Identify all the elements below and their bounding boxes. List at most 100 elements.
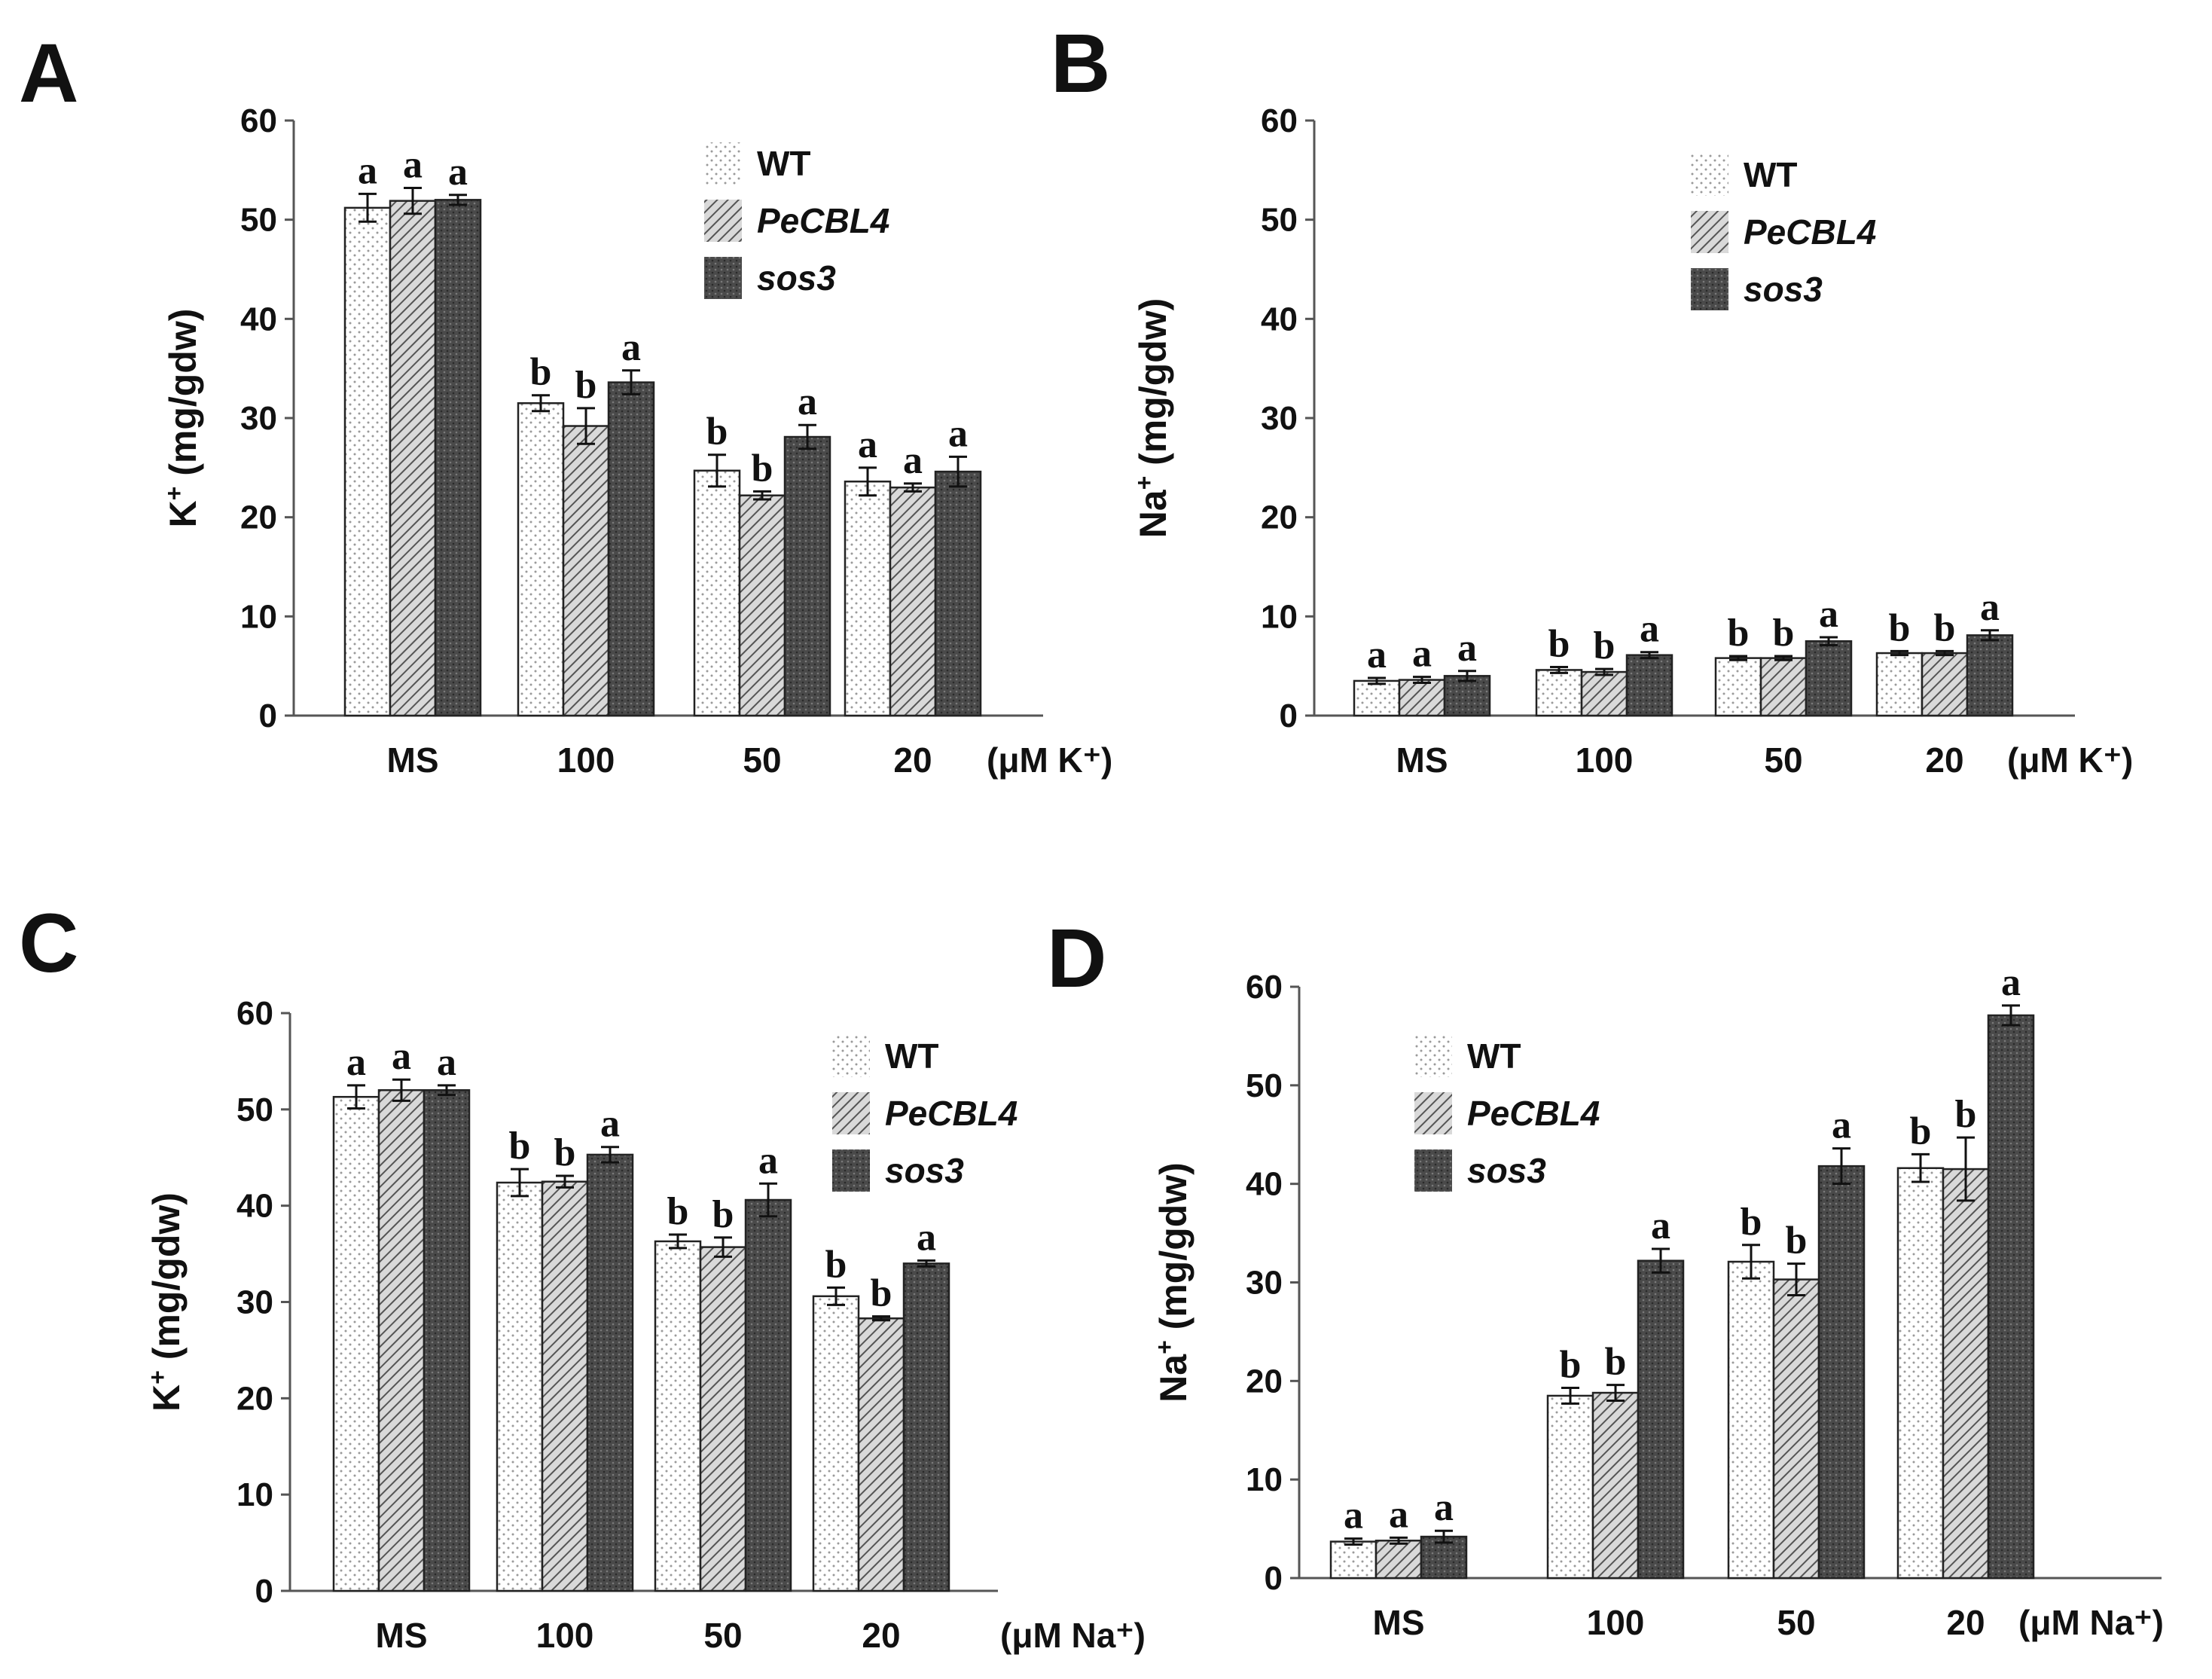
significance-label: a [437,1041,456,1084]
significance-label: b [667,1190,689,1233]
y-tick-label: 10 [1261,598,1298,635]
x-tick-label: 100 [1587,1603,1645,1642]
bar-sos3-100 [1625,654,1673,717]
significance-label: b [1934,606,1956,649]
bar-wt-20 [844,481,892,717]
panel-a: A 0 10 20 30 40 50 60 K+ (mg/gdw) MS 100 50 20 (μM K⁺… [19,27,1112,780]
significance-label: a [917,1217,936,1259]
x-tick-label: 50 [1777,1603,1815,1642]
significance-label: b [825,1243,847,1286]
panel-c: C 0 10 20 30 40 50 60 K+ (mg/gdw) MS 100 50 20 (μM Na… [19,897,1146,1655]
x-unit-label: (μM Na⁺) [2018,1603,2164,1642]
legend-swatch-wt [1414,1035,1452,1077]
bar-sos3-100 [607,381,655,717]
y-tick-label: 50 [1246,1067,1283,1104]
significance-label: b [712,1193,734,1236]
significance-label: a [1367,633,1387,676]
x-tick-label: 50 [703,1616,742,1655]
significance-label: b [530,351,552,394]
x-tick-label: 50 [743,740,781,780]
significance-label: a [1389,1493,1408,1536]
x-tick-label: 20 [862,1616,900,1655]
legend-label-wt: WT [1744,155,1798,194]
x-unit-label: (μM Na⁺) [1000,1616,1146,1655]
legend-swatch-sos3 [832,1149,870,1192]
y-tick-label: 20 [1261,499,1298,536]
significance-label: a [798,380,817,423]
significance-label: b [1955,1093,1977,1136]
y-tick-label: 10 [1246,1461,1283,1498]
significance-label: a [903,439,923,482]
legend-swatch-pecbl4 [832,1092,870,1134]
significance-label: b [554,1131,576,1174]
panel-d: D 0 10 20 30 40 50 60 Na+ (mg/gdw) MS 100 50 20 (μM N… [1047,912,2164,1642]
bar-pecbl4-20 [889,486,937,717]
significance-label: a [1980,586,2000,629]
y-tick-label: 30 [240,400,277,437]
bar-pecbl4-50 [699,1246,747,1592]
bar-pecbl4-20 [857,1317,905,1592]
significance-label: a [1819,593,1838,636]
significance-label: b [1910,1110,1932,1152]
significance-label: b [1889,606,1911,649]
x-tick-label: MS [1396,740,1448,780]
y-axis-label: Na+ (mg/gdw) [1151,1162,1194,1403]
bar-pecbl4-20 [1921,652,1969,717]
y-tick-label: 10 [240,598,277,635]
x-tick-label: MS [1373,1603,1425,1642]
legend-label-pecbl4: PeCBL4 [1467,1094,1600,1133]
significance-label: a [2001,961,2021,1004]
y-tick-label: 20 [1246,1363,1283,1400]
legend-swatch-pecbl4 [1414,1092,1452,1134]
significance-label: b [1548,622,1570,665]
significance-label: a [448,151,468,194]
significance-label: a [621,326,641,369]
y-tick-label: 10 [236,1476,273,1513]
legend-label-wt: WT [1467,1036,1521,1076]
significance-label: a [358,149,377,192]
bar-pecbl4-20 [1942,1168,1990,1580]
legend-label-pecbl4: PeCBL4 [757,201,889,240]
significance-label: a [948,412,968,455]
bar-sos3-ms [1443,675,1491,717]
bar-sos3-20 [902,1262,950,1592]
legend-swatch-wt [832,1035,870,1077]
bar-pecbl4-ms [389,200,437,717]
panel-letter: B [1051,17,1110,110]
significance-label: a [1640,608,1659,651]
bar-wt-100 [496,1181,544,1592]
bar-pecbl4-ms [1398,679,1446,717]
y-tick-label: 0 [1280,698,1298,734]
significance-label: b [752,447,773,490]
x-unit-label: (μM K⁺) [2007,740,2133,780]
legend-swatch-wt [704,142,742,185]
significance-label: a [758,1139,778,1182]
bar-sos3-20 [1987,1014,2035,1580]
significance-label: b [706,411,728,453]
bar-wt-20 [1875,652,1924,717]
y-tick-label: 50 [236,1091,273,1128]
bar-wt-ms [1329,1540,1378,1580]
legend-swatch-pecbl4 [1691,211,1728,253]
legend-label-pecbl4: PeCBL4 [885,1094,1018,1133]
y-tick-label: 40 [1246,1166,1283,1203]
y-tick-label: 60 [1261,102,1298,139]
significance-label: a [392,1035,411,1078]
bar-sos3-20 [934,470,982,717]
significance-label: b [1741,1201,1762,1244]
bar-sos3-20 [1966,634,2014,717]
significance-label: a [1412,633,1432,676]
bar-wt-20 [1896,1167,1945,1580]
significance-label: b [575,364,597,407]
bar-sos3-ms [434,199,482,717]
panel-letter: D [1047,912,1106,1005]
bar-wt-50 [1714,657,1762,717]
bar-wt-50 [1727,1260,1775,1580]
bar-pecbl4-100 [562,425,610,717]
bar-sos3-50 [744,1198,792,1592]
x-tick-label: 50 [1764,740,1802,780]
bar-sos3-100 [1637,1259,1685,1580]
significance-label: b [871,1272,892,1315]
legend-label-sos3: sos3 [885,1151,964,1190]
bar-sos3-100 [586,1153,634,1592]
